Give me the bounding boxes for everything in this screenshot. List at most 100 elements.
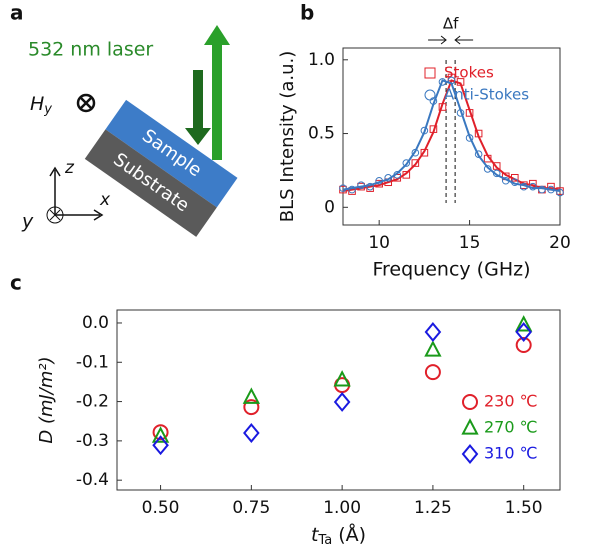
- legend-label: Anti-Stokes: [444, 86, 529, 104]
- point: [366, 182, 374, 191]
- axis-label: x: [99, 190, 111, 210]
- legend-marker: [424, 67, 436, 79]
- legend-marker: [462, 394, 478, 410]
- point: [465, 134, 474, 142]
- point: [515, 336, 532, 353]
- field-label: Hy: [30, 93, 52, 117]
- panel-label: b: [300, 1, 314, 25]
- x-tick-label: 0.75: [232, 498, 270, 518]
- legend-marker: [424, 89, 436, 101]
- point: [438, 78, 447, 86]
- point: [348, 185, 356, 194]
- x-axis-label: tTa (Å): [311, 523, 366, 548]
- point: [483, 165, 492, 173]
- x-tick-label: 10: [368, 233, 390, 253]
- plot-frame: [342, 47, 561, 226]
- point: [424, 364, 441, 381]
- annotation: Δf: [443, 15, 459, 33]
- arrow: [185, 70, 211, 145]
- point: [501, 176, 510, 185]
- y-tick-label: -0.3: [76, 431, 109, 451]
- point: [465, 109, 474, 117]
- y-tick-label: 1.0: [308, 50, 335, 70]
- plot-frame: [116, 309, 561, 491]
- x-tick-label: 1.00: [323, 498, 361, 518]
- point: [243, 399, 260, 416]
- point: [483, 154, 492, 163]
- point: [402, 159, 411, 167]
- legend-marker: [461, 444, 479, 464]
- point: [447, 73, 456, 82]
- legend-label: Stokes: [444, 64, 494, 82]
- point: [556, 188, 564, 197]
- y-tick-label: 0.0: [82, 313, 109, 333]
- x-axis-label-part: t: [311, 524, 320, 546]
- point: [339, 184, 347, 192]
- x-tick-label: 0.50: [142, 498, 180, 518]
- point: [492, 162, 501, 170]
- point: [529, 179, 537, 188]
- x-tick-label: 1.25: [414, 498, 452, 518]
- point: [152, 435, 169, 456]
- point: [515, 322, 532, 342]
- y-tick-label: -0.1: [76, 352, 109, 372]
- point: [375, 176, 383, 185]
- point: [411, 159, 420, 167]
- axes: [49, 166, 104, 221]
- field-symbol: [76, 93, 96, 113]
- sample: [105, 99, 238, 208]
- y-tick-label: 0.5: [308, 124, 335, 144]
- point: [510, 174, 519, 182]
- point: [357, 181, 365, 189]
- point: [429, 125, 438, 133]
- x-tick-label: 20: [549, 233, 571, 253]
- x-axis-label-part: (Å): [332, 523, 366, 546]
- point: [429, 97, 438, 105]
- axis-label: z: [64, 158, 75, 178]
- point: [474, 150, 483, 158]
- point: [151, 426, 170, 443]
- point: [393, 171, 402, 179]
- axis-label: y: [21, 211, 34, 233]
- substrate: [84, 129, 217, 237]
- x-axis-label-part: Ta: [317, 533, 332, 548]
- x-tick-label: 15: [459, 233, 481, 253]
- point: [384, 174, 393, 182]
- x-tick-label: 1.50: [505, 498, 543, 518]
- point: [243, 423, 260, 443]
- point: [456, 78, 465, 86]
- point: [152, 424, 169, 441]
- point: [547, 185, 555, 194]
- point: [333, 370, 351, 387]
- legend-label: 270 ℃: [484, 418, 538, 437]
- y-tick-label: 0: [324, 197, 335, 217]
- x-axis-label: Frequency (GHz): [372, 259, 530, 281]
- point: [242, 387, 261, 404]
- legend-label: 310 ℃: [484, 444, 538, 463]
- y-axis-label: BLS Intensity (a.u.): [277, 51, 298, 223]
- point: [538, 185, 546, 194]
- field-symbol: [79, 96, 93, 110]
- panel-label: c: [10, 271, 22, 295]
- laser-label: 532 nm laser: [28, 39, 153, 61]
- point: [411, 148, 420, 157]
- point: [424, 322, 442, 342]
- point: [424, 340, 442, 357]
- arrow: [204, 25, 230, 160]
- point: [529, 182, 537, 191]
- legend-label: 230 ℃: [484, 392, 538, 411]
- point: [492, 169, 501, 178]
- axes: [54, 170, 100, 216]
- point: [447, 76, 456, 85]
- point: [515, 315, 533, 332]
- axis-symbol: [49, 209, 61, 221]
- point: [438, 103, 447, 111]
- point: [456, 109, 465, 117]
- y-tick-label: -0.2: [76, 392, 109, 412]
- delta-arrow: [428, 35, 474, 45]
- point: [420, 148, 429, 157]
- point: [474, 129, 483, 138]
- point: [420, 126, 429, 135]
- point: [510, 178, 519, 187]
